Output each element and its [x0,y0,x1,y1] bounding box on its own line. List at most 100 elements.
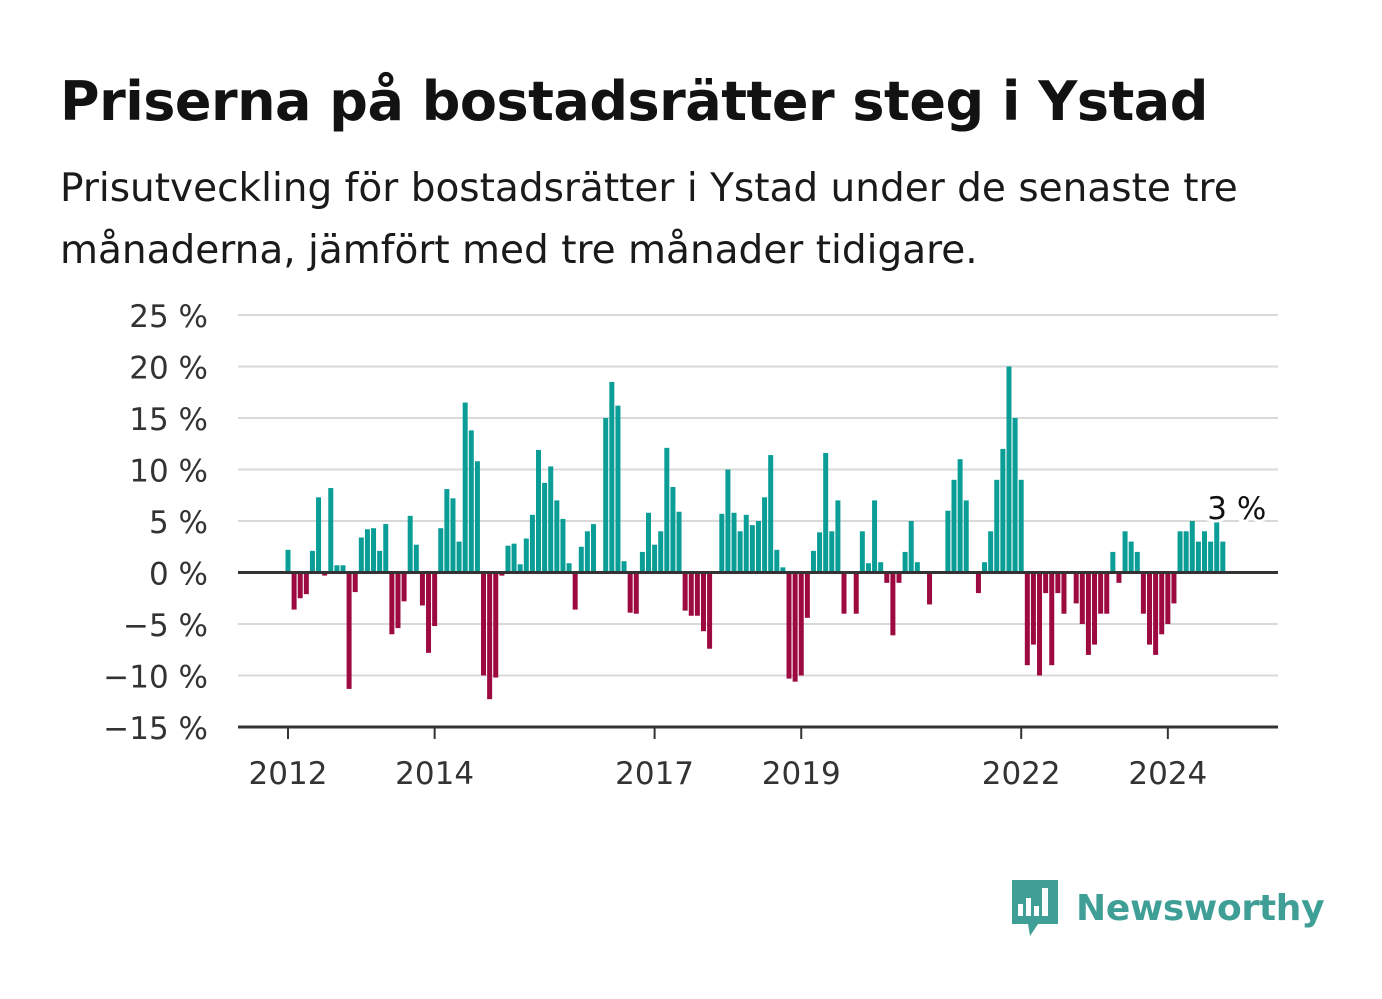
y-tick-label: 5 % [149,505,208,541]
bars [285,366,1226,700]
bar [664,447,670,573]
x-tick-label: 2022 [982,756,1061,792]
x-tick-label: 2024 [1128,756,1207,792]
bar [1055,572,1061,594]
bar [529,514,535,573]
bar [762,497,768,573]
bar [1147,572,1153,645]
bar [988,531,994,573]
bar [817,532,823,573]
bar [1220,541,1226,573]
bar [639,551,645,573]
bar [878,562,884,573]
bar [316,497,322,573]
bar [542,482,548,573]
bar [1171,572,1177,604]
bar [1140,572,1146,614]
bar [755,521,761,573]
bar [444,489,450,573]
bar [835,500,841,573]
bar [627,572,633,613]
bar [511,543,517,573]
bar [468,430,474,573]
bar [383,524,389,573]
bar [456,541,462,573]
bar [798,572,804,676]
bar [1000,448,1006,573]
annotation: 3 % [1204,488,1269,530]
x-tick-label: 2019 [762,756,841,792]
bar [401,572,407,602]
bar [780,567,786,573]
bar [377,550,383,573]
bar [914,562,920,573]
bar [859,531,865,573]
bar [566,563,572,573]
bar [432,572,438,627]
bar [682,572,688,611]
bar [560,518,566,573]
bar [676,511,682,573]
y-tick-label: 20 % [129,351,208,387]
y-tick-label: −15 % [103,711,208,747]
bar [1195,541,1201,573]
bar [462,402,468,573]
bar [975,572,981,594]
y-tick-label: 10 % [129,454,208,490]
bar [554,500,560,573]
bar [884,572,890,583]
bar [872,500,878,573]
x-tick-label: 2012 [249,756,328,792]
bar [1098,572,1104,614]
y-tick-label: 15 % [129,402,208,438]
bar [1128,541,1134,573]
bar [291,572,297,610]
brand-name: Newsworthy [1076,887,1325,929]
bar [731,512,737,573]
bar [450,498,456,573]
bar [309,550,315,573]
bar [700,572,706,632]
x-axis-labels: 2012 2014 2017 2019 2022 2024 [249,756,1208,792]
bar [1092,572,1098,645]
bar [1085,572,1091,655]
bar [792,572,798,682]
chart-title: Priserna på bostadsrätter steg i Ystad [60,70,1208,133]
y-tick-label: −5 % [123,608,208,644]
bar [334,565,340,573]
bar [1189,521,1195,573]
bar [633,572,639,614]
bar [584,531,590,573]
x-tick-label: 2014 [395,756,474,792]
bar [743,514,749,573]
bar [890,572,896,636]
bar [865,563,871,573]
y-tick-label: −10 % [103,660,208,696]
bar [841,572,847,614]
bar [810,550,816,573]
bar [517,564,523,573]
bar [322,572,328,576]
bar [621,561,627,573]
bar [804,572,810,618]
bar [407,515,413,573]
bar [853,572,859,614]
bar [285,549,291,573]
bar [1012,418,1018,573]
bar [371,528,377,573]
bar [572,572,578,610]
bar [1024,572,1030,666]
bar [1202,531,1207,573]
bar [474,461,480,573]
bar [963,500,969,573]
bar [578,546,584,573]
bar [768,455,774,573]
brand-logo: Newsworthy [1008,876,1325,940]
newsworthy-logo-icon [1012,880,1058,936]
bar [340,565,346,573]
bar [346,572,352,689]
bar [645,512,651,573]
bar [352,572,358,593]
bar [1043,572,1049,594]
bar [609,381,615,573]
